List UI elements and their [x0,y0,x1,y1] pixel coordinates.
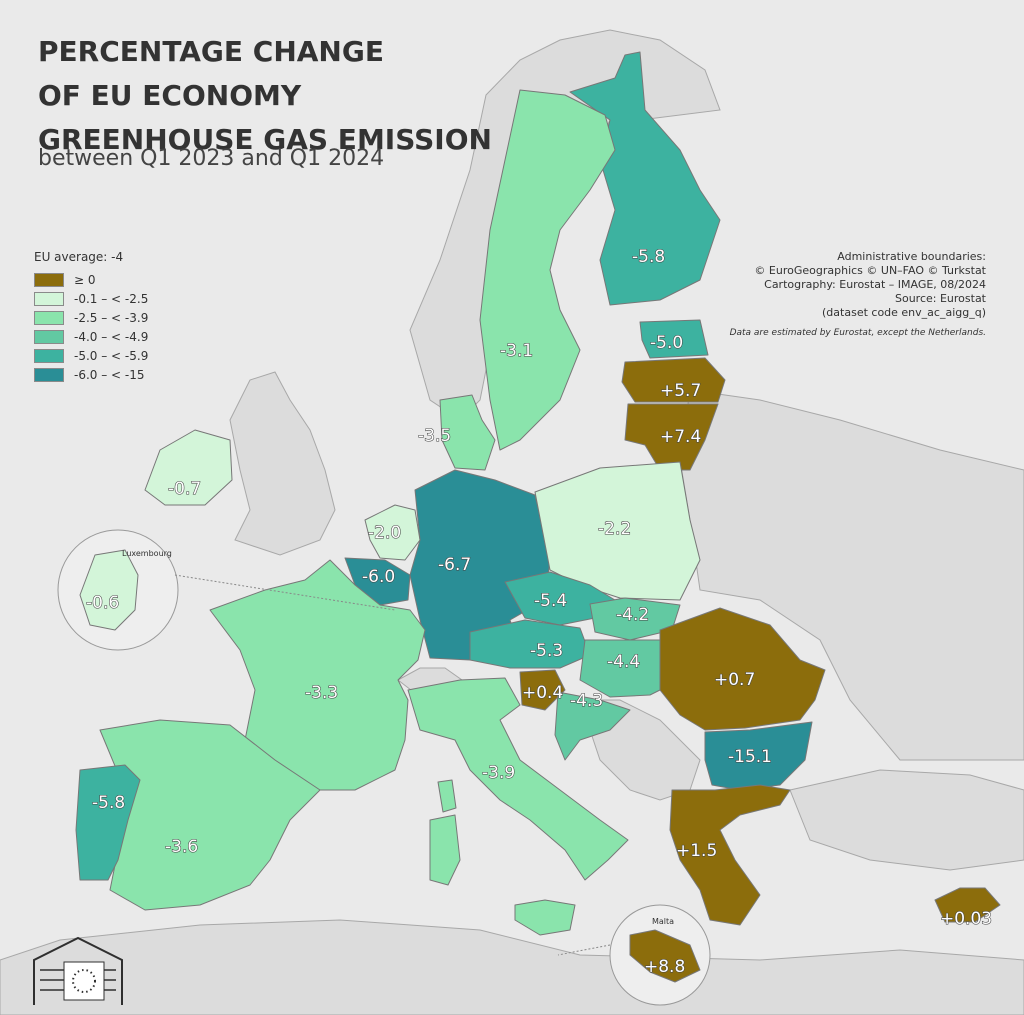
value-label: +1.5 [676,841,717,861]
map-subtitle: between Q1 2023 and Q1 2024 [38,146,385,171]
region-netherlands [364,504,421,561]
north-africa-land [0,919,1024,1015]
legend-item: ≥ 0 [34,270,148,289]
value-label: -0.7 [168,479,201,499]
region-slovenia [519,669,566,711]
value-label: -5.8 [632,247,665,267]
region-sardinia [429,814,461,886]
region-sicily [514,899,576,936]
legend-swatch [34,310,64,325]
value-label: +8.8 [644,957,685,977]
value-label: -5.8 [92,793,125,813]
region-denmark [439,394,496,471]
credit-line: Source: Eurostat [894,292,986,305]
legend-item: -6.0 – < -15 [34,365,148,384]
legend-swatch [34,367,64,382]
credit-line: © EuroGeographics © UN–FAO © Turkstat [754,264,986,277]
value-label: -0.6 [86,593,119,613]
malta-inset: Malta [557,904,711,1006]
uk-land [229,371,336,556]
legend-swatch [34,329,64,344]
value-label: -4.4 [607,652,640,672]
region-estonia [639,319,709,359]
map-title: PERCENTAGE CHANGE OF EU ECONOMY GREENHOU… [38,30,492,162]
legend-item: -2.5 – < -3.9 [34,308,148,327]
title-line: GREENHOUSE GAS EMISSION [38,123,492,156]
data-note: Data are estimated by Eurostat, except t… [729,328,986,338]
region-greece [669,784,791,926]
value-label: -3.6 [165,837,198,857]
legend-item: -5.0 – < -5.9 [34,346,148,365]
credit-line: Administrative boundaries: [837,250,986,263]
value-label: -5.3 [530,641,563,661]
value-label: +0.4 [522,683,563,703]
legend-item: -0.1 – < -2.5 [34,289,148,308]
legend: EU average: -4 ≥ 0 -0.1 – < -2.5 -2.5 – … [34,250,148,384]
turkey-land [789,769,1024,871]
legend-label: -5.0 – < -5.9 [74,348,149,363]
region-sweden [479,89,616,451]
legend-label: -4.0 – < -4.9 [74,329,149,344]
value-label: -4.3 [570,691,603,711]
credit-line: Cartography: Eurostat – IMAGE, 08/2024 [764,278,986,291]
region-latvia [621,357,726,403]
region-austria [469,619,591,669]
legend-label: -2.5 – < -3.9 [74,310,149,325]
malta-inset-title: Malta [652,917,674,926]
luxembourg-inset-title: Luxembourg [122,549,172,558]
value-label: +7.4 [660,427,701,447]
source-credits: Administrative boundaries: © EuroGeograp… [754,250,986,320]
title-line: PERCENTAGE CHANGE [38,35,384,68]
title-line: OF EU ECONOMY [38,79,302,112]
value-label: -15.1 [728,747,772,767]
region-luxembourg [79,549,139,631]
value-label: -2.2 [598,519,631,539]
value-label: -3.5 [418,426,451,446]
legend-label: ≥ 0 [74,272,96,287]
region-italy [407,677,629,881]
value-label: +0.7 [714,670,755,690]
legend-swatch [34,291,64,306]
value-label: +0.03 [940,909,992,929]
european-commission-logo [33,936,123,1005]
value-label: -5.0 [650,333,683,353]
legend-item: -4.0 – < -4.9 [34,327,148,346]
value-label: +5.7 [660,381,701,401]
value-label: -4.2 [616,605,649,625]
region-corsica [437,779,457,813]
legend-swatch [34,348,64,363]
region-ireland [144,429,233,506]
legend-title: EU average: -4 [34,250,124,264]
legend-swatch [34,272,64,287]
region-finland [569,51,721,306]
luxembourg-inset: Luxembourg [57,529,396,651]
value-label: -5.4 [534,591,567,611]
value-label: -3.1 [500,341,533,361]
value-label: -3.9 [482,763,515,783]
value-labels: -5.8 -3.1 -5.0 +5.7 +7.4 -3.5 -0.7 -2.0 … [85,246,992,977]
region-cyprus [934,887,1001,923]
value-label: -6.0 [362,567,395,587]
eu-member-regions [75,51,1001,936]
region-bulgaria [704,721,813,791]
legend-label: -6.0 – < -15 [74,367,145,382]
value-label: -6.7 [438,555,471,575]
region-romania [659,607,826,731]
credit-line: (dataset code env_ac_aigg_q) [822,306,986,319]
legend-label: -0.1 – < -2.5 [74,291,149,306]
region-portugal [75,764,141,881]
value-label: -2.0 [368,523,401,543]
region-malta [629,929,701,983]
value-label: -3.3 [305,683,338,703]
region-croatia [554,691,631,761]
